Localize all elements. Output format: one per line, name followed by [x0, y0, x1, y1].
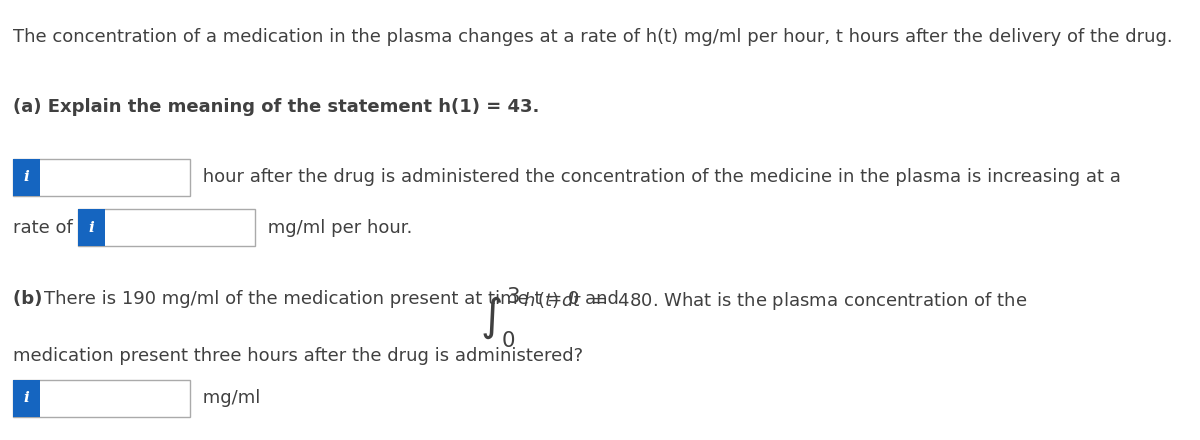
- FancyBboxPatch shape: [78, 209, 254, 246]
- Text: hour after the drug is administered the concentration of the medicine in the pla: hour after the drug is administered the …: [198, 169, 1121, 187]
- Text: i: i: [89, 220, 94, 235]
- Text: (a) Explain the meaning of the statement h(1) = 43.: (a) Explain the meaning of the statement…: [13, 98, 539, 116]
- Text: (b): (b): [13, 290, 48, 308]
- Text: i: i: [23, 170, 29, 184]
- Text: There is 190 mg/ml of the medication present at time t = 0 and: There is 190 mg/ml of the medication pre…: [44, 290, 619, 308]
- Text: The concentration of a medication in the plasma changes at a rate of h(t) mg/ml : The concentration of a medication in the…: [13, 28, 1172, 46]
- FancyBboxPatch shape: [13, 159, 40, 196]
- FancyBboxPatch shape: [13, 159, 190, 196]
- FancyBboxPatch shape: [78, 209, 104, 246]
- Text: mg/ml per hour.: mg/ml per hour.: [263, 219, 413, 237]
- Text: i: i: [23, 391, 29, 405]
- Text: $\int_0^3$: $\int_0^3$: [480, 286, 520, 350]
- Text: rate of: rate of: [13, 219, 78, 237]
- Text: mg/ml: mg/ml: [198, 389, 260, 407]
- Text: medication present three hours after the drug is administered?: medication present three hours after the…: [13, 347, 583, 365]
- FancyBboxPatch shape: [13, 380, 40, 417]
- Text: $h\,(t)\,dt$  =  480. What is the plasma concentration of the: $h\,(t)\,dt$ = 480. What is the plasma c…: [523, 290, 1027, 312]
- FancyBboxPatch shape: [13, 380, 190, 417]
